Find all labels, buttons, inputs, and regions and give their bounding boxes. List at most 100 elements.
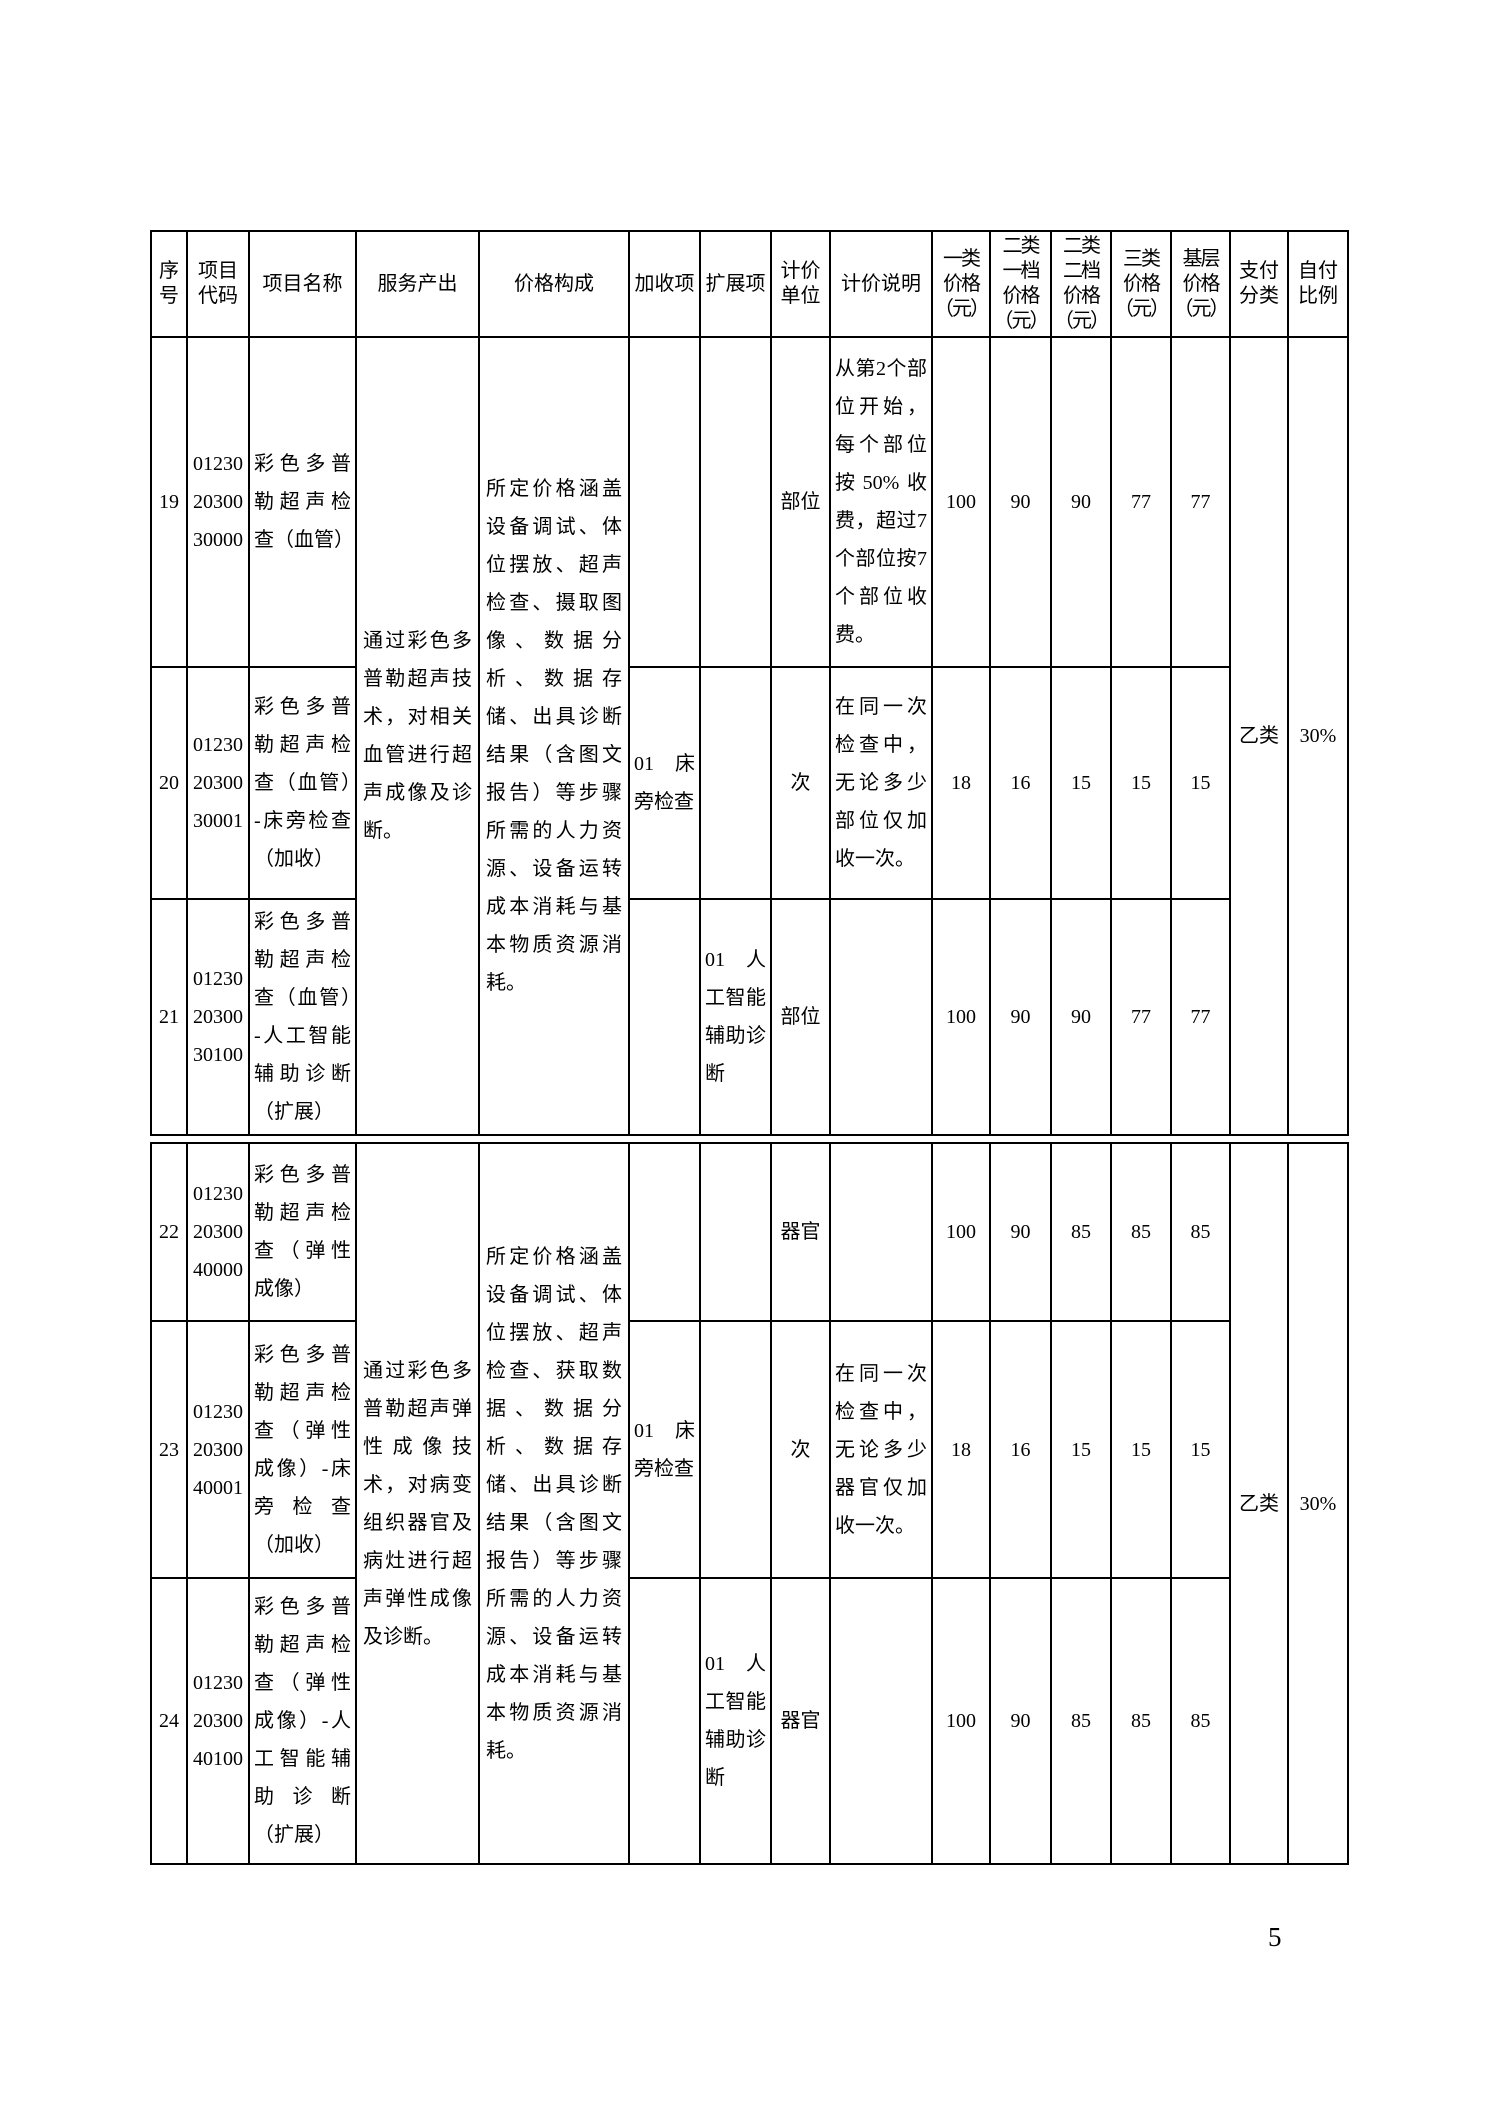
cell-unit: 部位	[770, 336, 831, 668]
cell-extension	[699, 1320, 772, 1579]
cell-price-class2-tier2: 90	[1050, 898, 1112, 1136]
header-payment-class: 支付 分类	[1229, 230, 1289, 338]
cell-price-grassroots: 85	[1170, 1142, 1231, 1322]
cell-payment-class: 乙类	[1229, 1142, 1289, 1865]
header-price-class2-tier1: 二类 一档 价格 （元）	[989, 230, 1052, 338]
cell-service-output: 通过彩色多普勒超声弹性成像技术，对病变组织器官及病灶进行超声弹性成像及诊断。	[355, 1142, 480, 1865]
cell-price-class2-tier2: 85	[1050, 1577, 1112, 1865]
header-name: 项目名称	[248, 230, 357, 338]
cell-seq: 19	[150, 336, 188, 668]
cell-price-composition: 所定价格涵盖设备调试、体位摆放、超声检查、摄取图像、数据分析、数据存储、出具诊断…	[478, 336, 630, 1136]
header-service-output: 服务产出	[355, 230, 480, 338]
cell-price-class3: 85	[1110, 1577, 1172, 1865]
cell-note	[829, 1142, 933, 1322]
header-price-composition: 价格构成	[478, 230, 630, 338]
cell-price-class1: 100	[931, 1577, 991, 1865]
cell-note: 在同一次检查中，无论多少部位仅加收一次。	[829, 666, 933, 900]
cell-price-grassroots: 77	[1170, 898, 1231, 1136]
header-price-grassroots: 基层 价格 （元）	[1170, 230, 1231, 338]
cell-name: 彩色多普勒超声检查（弹性成像）	[248, 1142, 357, 1322]
page-number: 5	[1268, 1922, 1282, 1952]
cell-unit: 次	[770, 1320, 831, 1579]
cell-surcharge: 01 床旁检查	[628, 1320, 701, 1579]
cell-unit: 次	[770, 666, 831, 900]
cell-service-output: 通过彩色多普勒超声技术，对相关血管进行超声成像及诊断。	[355, 336, 480, 1136]
cell-surcharge	[628, 1142, 701, 1322]
table-row-22: 22 01230 20300 40000 彩色多普勒超声检查（弹性成像） 通过彩…	[150, 1142, 1349, 1865]
cell-self-pay-ratio: 30%	[1287, 336, 1349, 1136]
cell-code: 01230 20300 40001	[186, 1320, 250, 1579]
cell-price-class2-tier1: 16	[989, 666, 1052, 900]
header-extension: 扩展项	[699, 230, 772, 338]
header-seq: 序 号	[150, 230, 188, 338]
table-row-19: 19 01230 20300 30000 彩色多普勒超声检查（血管） 通过彩色多…	[150, 336, 1349, 1136]
cell-surcharge: 01 床旁检查	[628, 666, 701, 900]
cell-code: 01230 20300 40000	[186, 1142, 250, 1322]
header-note: 计价说明	[829, 230, 933, 338]
table-row-20: 20 01230 20300 30001 彩色多普勒超声检查（血管）-床旁检查（…	[150, 666, 1348, 900]
cell-name: 彩色多普勒超声检查（血管）-床旁检查（加收）	[248, 666, 357, 900]
cell-price-class1: 18	[931, 666, 991, 900]
cell-seq: 24	[150, 1577, 188, 1865]
cell-price-class2-tier1: 90	[989, 336, 1052, 668]
cell-price-composition: 所定价格涵盖设备调试、体位摆放、超声检查、获取数据、数据分析、数据存储、出具诊断…	[478, 1142, 630, 1865]
cell-unit: 部位	[770, 898, 831, 1136]
cell-surcharge	[628, 1577, 701, 1865]
cell-payment-class: 乙类	[1229, 336, 1289, 1136]
cell-price-class3: 77	[1110, 898, 1172, 1136]
header-surcharge: 加收项	[628, 230, 701, 338]
cell-code: 01230 20300 40100	[186, 1577, 250, 1865]
cell-price-class3: 85	[1110, 1142, 1172, 1322]
cell-name: 彩色多普勒超声检查（血管）-人工智能辅助诊断（扩展）	[248, 898, 357, 1136]
cell-code: 01230 20300 30100	[186, 898, 250, 1136]
cell-price-class3: 15	[1110, 1320, 1172, 1579]
cell-extension	[699, 666, 772, 900]
cell-seq: 23	[150, 1320, 188, 1579]
cell-name: 彩色多普勒超声检查（弹性成像）-人工智能辅助诊断（扩展）	[248, 1577, 357, 1865]
cell-seq: 22	[150, 1142, 188, 1322]
table-row-23: 23 01230 20300 40001 彩色多普勒超声检查（弹性成像）-床旁检…	[150, 1320, 1348, 1579]
cell-extension: 01 人工智能辅助诊断	[699, 1577, 772, 1865]
cell-note	[829, 1577, 933, 1865]
cell-price-class2-tier1: 90	[989, 1142, 1052, 1322]
header-unit: 计价 单位	[770, 230, 831, 338]
cell-note	[829, 898, 933, 1136]
cell-price-class2-tier2: 90	[1050, 336, 1112, 668]
cell-surcharge	[628, 336, 701, 668]
cell-surcharge	[628, 898, 701, 1136]
cell-name: 彩色多普勒超声检查（血管）	[248, 336, 357, 668]
cell-seq: 20	[150, 666, 188, 900]
cell-price-class2-tier1: 90	[989, 1577, 1052, 1865]
cell-extension: 01 人工智能辅助诊断	[699, 898, 772, 1136]
cell-price-class2-tier1: 90	[989, 898, 1052, 1136]
table-row-24: 24 01230 20300 40100 彩色多普勒超声检查（弹性成像）-人工智…	[150, 1577, 1348, 1865]
cell-price-class3: 77	[1110, 336, 1172, 668]
cell-note: 从第2个部位开始，每个部位按50%收费，超过7个部位按7个部位收费。	[829, 336, 933, 668]
cell-price-class1: 100	[931, 898, 991, 1136]
cell-extension	[699, 1142, 772, 1322]
header-code: 项目 代码	[186, 230, 250, 338]
cell-price-class2-tier1: 16	[989, 1320, 1052, 1579]
cell-price-class2-tier2: 15	[1050, 666, 1112, 900]
cell-price-grassroots: 15	[1170, 666, 1231, 900]
cell-price-class1: 100	[931, 1142, 991, 1322]
cell-name: 彩色多普勒超声检查（弹性成像）-床旁检查（加收）	[248, 1320, 357, 1579]
cell-code: 01230 20300 30000	[186, 336, 250, 668]
cell-price-class2-tier2: 15	[1050, 1320, 1112, 1579]
cell-price-class2-tier2: 85	[1050, 1142, 1112, 1322]
cell-self-pay-ratio: 30%	[1287, 1142, 1349, 1865]
price-table-group-1: 序 号 项目 代码 项目名称 服务产出 价格构成 加收项 扩展项 计价 单位 计…	[150, 230, 1349, 1136]
cell-price-grassroots: 77	[1170, 336, 1231, 668]
cell-price-class1: 18	[931, 1320, 991, 1579]
cell-price-grassroots: 15	[1170, 1320, 1231, 1579]
price-table-group-2: 22 01230 20300 40000 彩色多普勒超声检查（弹性成像） 通过彩…	[150, 1142, 1349, 1865]
header-price-class1: 一类 价格 （元）	[931, 230, 991, 338]
cell-unit: 器官	[770, 1577, 831, 1865]
cell-price-grassroots: 85	[1170, 1577, 1231, 1865]
cell-price-class1: 100	[931, 336, 991, 668]
header-self-pay-ratio: 自付 比例	[1287, 230, 1349, 338]
cell-code: 01230 20300 30001	[186, 666, 250, 900]
cell-extension	[699, 336, 772, 668]
cell-seq: 21	[150, 898, 188, 1136]
table-header-row: 序 号 项目 代码 项目名称 服务产出 价格构成 加收项 扩展项 计价 单位 计…	[150, 230, 1349, 338]
